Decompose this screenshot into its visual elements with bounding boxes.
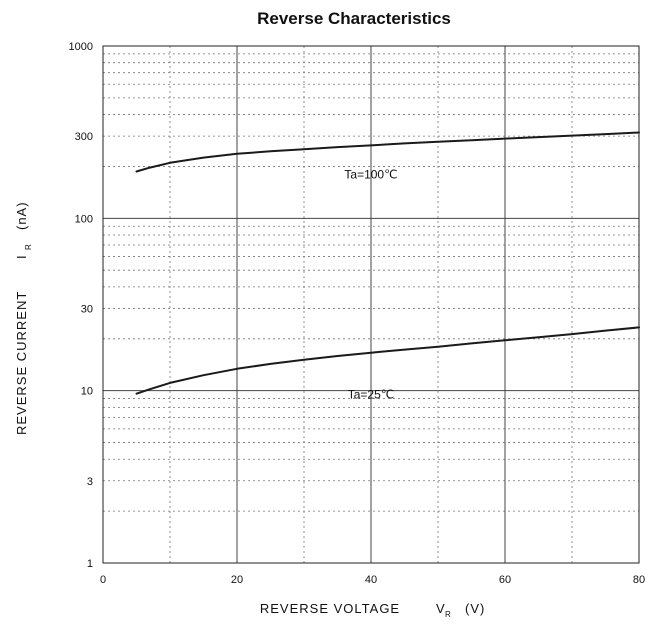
plot-frame — [102, 45, 640, 564]
y-tick-label: 3 — [87, 476, 93, 488]
series-layer — [135, 131, 640, 395]
y-tick-label: 10 — [81, 386, 93, 398]
y-tick-label: 100 — [75, 213, 93, 225]
x-tick-label: 0 — [100, 574, 106, 586]
curve-annotation: Ta=25℃ — [348, 388, 395, 402]
x-tick-label: 20 — [231, 574, 243, 586]
y-axis-label-symbol: I — [14, 254, 29, 259]
x-axis-label-symbol: V — [436, 601, 446, 616]
y-tick-label: 1000 — [69, 41, 93, 53]
chart-title: Reverse Characteristics — [257, 9, 451, 28]
x-tick-label: 60 — [499, 574, 511, 586]
y-tick-label: 1 — [87, 558, 93, 570]
annotations: Ta=100℃ Ta=25℃ — [344, 168, 397, 402]
y-tick-label: 30 — [81, 303, 93, 315]
major-gridlines — [103, 46, 639, 563]
series-line-2 — [135, 326, 640, 395]
x-tick-label: 40 — [365, 574, 377, 586]
x-axis-label-subscript: R — [445, 610, 451, 619]
y-axis-label-subscript: R — [24, 244, 33, 250]
series-line-1 — [135, 131, 640, 173]
x-axis-label-text: REVERSE VOLTAGE — [260, 601, 400, 616]
x-tick-label: 80 — [633, 574, 645, 586]
y-tick-labels: 1 3 10 30 100 300 1000 — [69, 41, 93, 570]
x-axis-label: REVERSE VOLTAGE V R (V) — [260, 601, 485, 619]
x-axis-label-unit: (V) — [465, 601, 485, 616]
curve-annotation: Ta=100℃ — [344, 168, 397, 182]
x-tick-labels: 0 20 40 60 80 — [100, 574, 645, 586]
y-axis-label-text: REVERSE CURRENT — [14, 291, 29, 435]
y-axis-label: REVERSE CURRENT I R (nA) — [14, 201, 33, 435]
y-tick-label: 300 — [75, 131, 93, 143]
y-axis-label-unit: (nA) — [14, 201, 29, 230]
